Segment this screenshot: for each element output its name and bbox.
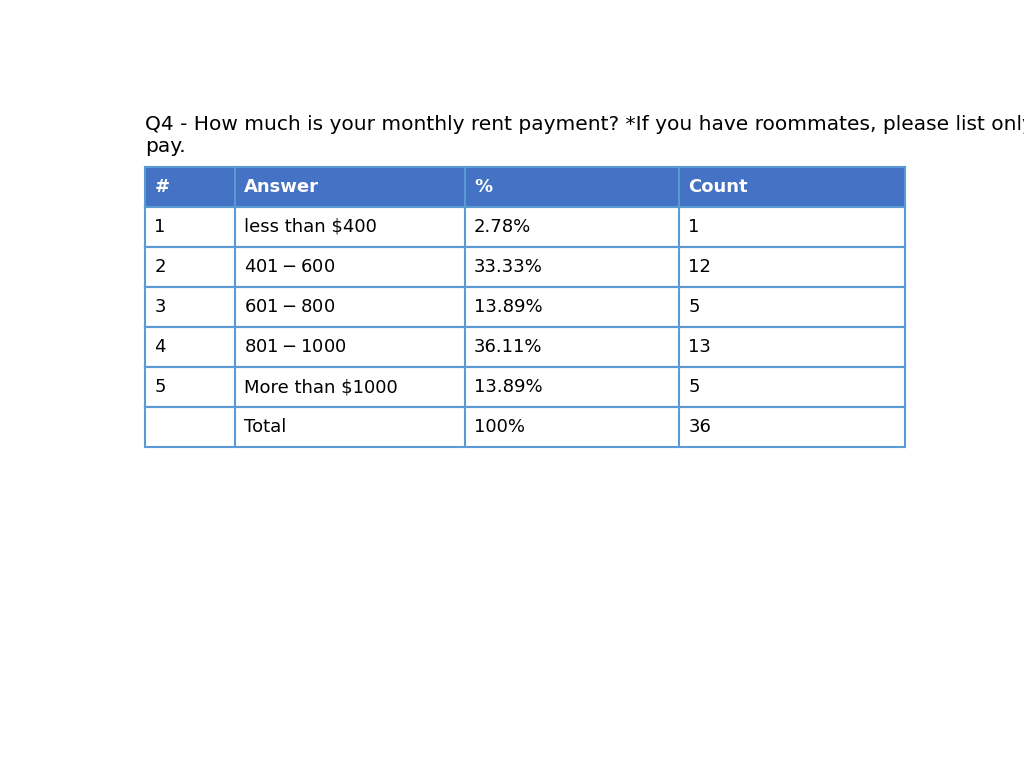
Text: 13.89%: 13.89%: [474, 378, 543, 396]
Text: 1: 1: [155, 218, 166, 236]
Text: More than $1000: More than $1000: [244, 378, 397, 396]
Text: 13.89%: 13.89%: [474, 298, 543, 316]
Bar: [145, 287, 904, 327]
Text: #: #: [155, 178, 170, 196]
Bar: [145, 167, 904, 207]
Text: $801-$1000: $801-$1000: [244, 338, 347, 356]
Text: 36.11%: 36.11%: [474, 338, 543, 356]
Text: 33.33%: 33.33%: [474, 258, 543, 276]
Text: 5: 5: [155, 378, 166, 396]
Text: 5: 5: [688, 378, 699, 396]
Text: 4: 4: [155, 338, 166, 356]
Text: less than $400: less than $400: [244, 218, 377, 236]
Text: 3: 3: [155, 298, 166, 316]
Text: Total: Total: [244, 418, 287, 436]
Text: Count: Count: [688, 178, 748, 196]
Bar: [145, 407, 904, 447]
Text: $601-$800: $601-$800: [244, 298, 336, 316]
Text: 2: 2: [155, 258, 166, 276]
Text: pay.: pay.: [145, 137, 185, 156]
Text: 100%: 100%: [474, 418, 525, 436]
Text: 2.78%: 2.78%: [474, 218, 531, 236]
Bar: [145, 327, 904, 367]
Text: 1: 1: [688, 218, 699, 236]
Bar: [145, 207, 904, 247]
Text: 36: 36: [688, 418, 711, 436]
Text: 12: 12: [688, 258, 711, 276]
Text: Q4 - How much is your monthly rent payment? *If you have roommates, please list : Q4 - How much is your monthly rent payme…: [145, 115, 1024, 134]
Text: %: %: [474, 178, 493, 196]
Text: 5: 5: [688, 298, 699, 316]
Text: 13: 13: [688, 338, 711, 356]
Text: Answer: Answer: [244, 178, 318, 196]
Text: $401-$600: $401-$600: [244, 258, 336, 276]
Bar: [145, 367, 904, 407]
Bar: [145, 247, 904, 287]
